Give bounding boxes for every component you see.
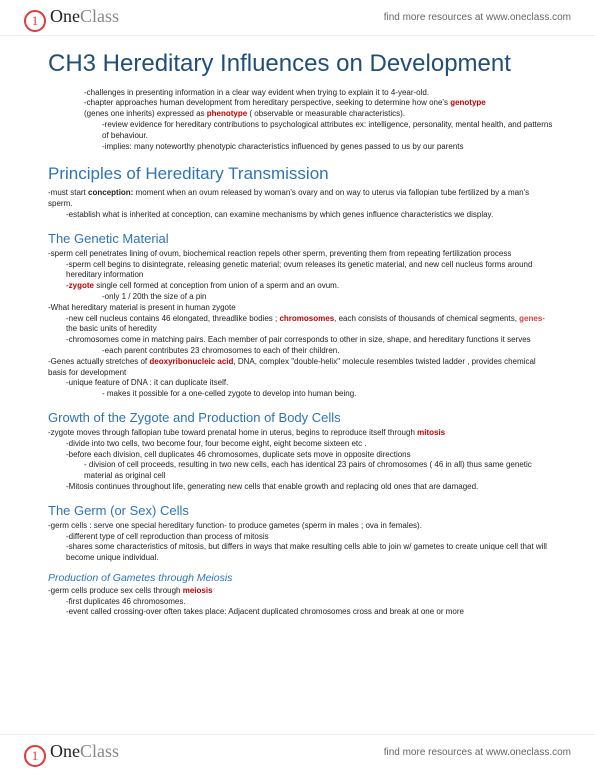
line: -sperm cell begins to disintegrate, rele… (66, 260, 555, 282)
line: -different type of cell reproduction tha… (66, 532, 555, 543)
line: -sperm cell penetrates lining of ovum, b… (48, 249, 555, 260)
heading-genetic: The Genetic Material (48, 231, 555, 246)
term-phenotype: phenotype (207, 109, 247, 118)
line: -before each division, cell duplicates 4… (66, 450, 555, 461)
term-genes: genes (519, 314, 542, 323)
principles-block: -must start conception: moment when an o… (48, 188, 555, 220)
brand-icon: 1 (24, 745, 46, 767)
brand-text: OneClass (50, 6, 119, 27)
intro-line: -review evidence for hereditary contribu… (102, 120, 555, 142)
line: -divide into two cells, two become four,… (66, 439, 555, 450)
line: -germ cells produce sex cells through me… (48, 586, 555, 597)
line: -event called crossing-over often takes … (66, 607, 555, 618)
header-tagline[interactable]: find more resources at www.oneclass.com (384, 12, 571, 23)
line: -establish what is inherited at concepti… (66, 210, 555, 221)
line: -new cell nucleus contains 46 elongated,… (66, 314, 555, 336)
header: 1 OneClass find more resources at www.on… (0, 0, 595, 36)
line: -zygote single cell formed at conception… (66, 281, 555, 292)
line: -shares some characteristics of mitosis,… (66, 542, 555, 564)
meiosis-block: -germ cells produce sex cells through me… (48, 586, 555, 618)
term-chromosomes: chromosomes (279, 314, 334, 323)
term-zygote: zygote (69, 281, 94, 290)
line: -only 1 / 20th the size of a pin (102, 292, 555, 303)
heading-growth: Growth of the Zygote and Production of B… (48, 410, 555, 425)
line: -Genes actually stretches of deoxyribonu… (48, 357, 555, 379)
line: -first duplicates 46 chromosomes. (66, 597, 555, 608)
line: -each parent contributes 23 chromosomes … (102, 346, 555, 357)
line: -must start conception: moment when an o… (48, 188, 555, 210)
heading-meiosis: Production of Gametes through Meiosis (48, 572, 555, 584)
term-conception: conception: (88, 188, 133, 197)
genetic-block: -sperm cell penetrates lining of ovum, b… (48, 249, 555, 400)
term-mitosis: mitosis (417, 428, 445, 437)
intro-line: (genes one inherits) expressed as phenot… (84, 109, 555, 120)
intro-line: -challenges in presenting information in… (84, 88, 555, 99)
term-dna: deoxyribonucleic acid (149, 357, 233, 366)
page-title: CH3 Hereditary Influences on Development (48, 50, 555, 78)
line: -zygote moves through fallopian tube tow… (48, 428, 555, 439)
heading-germ: The Germ (or Sex) Cells (48, 503, 555, 518)
footer: 1 OneClass find more resources at www.on… (0, 734, 595, 770)
intro-block: -challenges in presenting information in… (84, 88, 555, 153)
heading-principles: Principles of Hereditary Transmission (48, 164, 555, 184)
line: - makes it possible for a one-celled zyg… (102, 389, 555, 400)
line: -What hereditary material is present in … (48, 303, 555, 314)
brand-logo-footer[interactable]: 1 OneClass (24, 741, 119, 764)
line: -unique feature of DNA : it can duplicat… (66, 378, 555, 389)
line: -chromosomes come in matching pairs. Eac… (66, 335, 555, 346)
footer-tagline[interactable]: find more resources at www.oneclass.com (384, 747, 571, 758)
brand-text: OneClass (50, 741, 119, 762)
term-genotype: genotype (450, 98, 486, 107)
page-content: CH3 Hereditary Influences on Development… (48, 50, 555, 720)
germ-block: -germ cells : serve one special heredita… (48, 521, 555, 564)
intro-line: -chapter approaches human development fr… (84, 98, 555, 109)
line: -germ cells : serve one special heredita… (48, 521, 555, 532)
line: -Mitosis continues throughout life, gene… (66, 482, 555, 493)
growth-block: -zygote moves through fallopian tube tow… (48, 428, 555, 493)
term-meiosis: meiosis (183, 586, 213, 595)
brand-icon: 1 (24, 10, 46, 32)
intro-line: -implies: many noteworthy phenotypic cha… (102, 142, 555, 153)
line: - division of cell proceeds, resulting i… (84, 460, 555, 482)
brand-logo[interactable]: 1 OneClass (24, 6, 119, 29)
